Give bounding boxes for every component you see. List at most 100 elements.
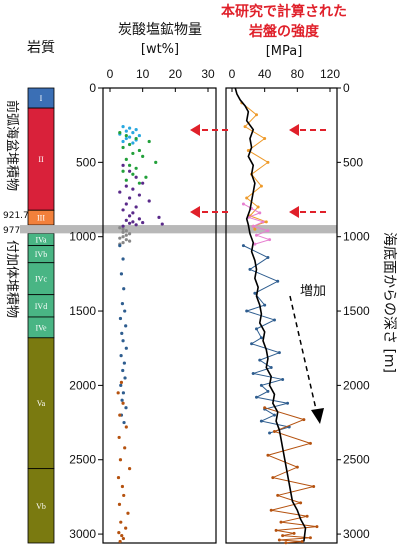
strength-point xyxy=(255,113,258,117)
carbonate-point xyxy=(123,446,127,450)
strength-point xyxy=(256,205,260,209)
carbonate-point xyxy=(128,163,132,167)
strength-point xyxy=(268,431,272,435)
carbonate-point xyxy=(120,533,124,538)
strength-unit: [MPa] xyxy=(266,44,303,59)
carbonate-point xyxy=(121,163,125,167)
strength-title-1: 本研究で計算された xyxy=(221,3,347,20)
y-tick-label: 0 xyxy=(89,81,96,95)
strength-point xyxy=(284,541,288,545)
y-tick-label: 1500 xyxy=(69,304,96,318)
carbonate-point xyxy=(117,502,122,506)
carbonate-point xyxy=(128,126,132,130)
carbonate-x-ticks: 0 10 20 30 xyxy=(107,67,215,92)
strength-point xyxy=(269,508,273,512)
carbonate-point xyxy=(131,211,135,215)
carbonate-point xyxy=(131,220,135,224)
lithology-label-Va: Va xyxy=(37,399,46,408)
carbonate-point xyxy=(147,199,151,203)
carbonate-point xyxy=(121,368,125,373)
carbonate-point xyxy=(118,244,122,248)
strength-point xyxy=(277,351,281,355)
y-tick-label: 1500 xyxy=(343,304,370,318)
strength-point xyxy=(281,534,285,538)
strength-point xyxy=(271,476,275,480)
carbonate-point xyxy=(141,220,145,225)
strength-point xyxy=(259,383,263,387)
strength-point xyxy=(245,196,249,200)
strength-line xyxy=(234,87,307,542)
carbonate-point xyxy=(121,241,125,245)
strength-y-axis: 0 500 1000 1500 2000 2500 3000 xyxy=(337,81,370,541)
carbonate-point xyxy=(121,224,125,228)
lithology-label-III: III xyxy=(37,214,45,223)
carbonate-point xyxy=(128,142,132,147)
lithology-label-IVd: IVd xyxy=(35,302,47,311)
carbonate-point xyxy=(124,136,128,141)
strength-point xyxy=(308,441,312,445)
lithology-label-IVe: IVe xyxy=(35,323,47,332)
strength-point xyxy=(263,137,267,141)
strength-point xyxy=(274,528,278,532)
carbonate-unit: [wt%] xyxy=(141,42,179,57)
carbonate-point xyxy=(137,133,141,138)
strength-point xyxy=(312,484,316,488)
strength-point xyxy=(250,342,254,346)
increase-arrow xyxy=(289,295,319,419)
carbonate-point xyxy=(124,178,128,182)
carbonate-point xyxy=(137,181,141,185)
carbonate-point xyxy=(128,232,132,236)
strength-point xyxy=(281,377,285,381)
carbonate-point xyxy=(119,272,124,276)
strength-point xyxy=(295,465,299,469)
carbonate-point xyxy=(128,135,132,139)
strength-point xyxy=(263,406,267,410)
carbonate-point xyxy=(144,175,148,179)
strength-point xyxy=(259,336,263,340)
carbonate-point xyxy=(119,354,123,358)
carbonate-point xyxy=(131,141,135,145)
carbonate-point xyxy=(134,166,138,170)
carbonate-point xyxy=(128,239,132,243)
x-tick-label: 10 xyxy=(136,67,150,81)
carbonate-point xyxy=(124,133,128,138)
lithology-label-Vb: Vb xyxy=(36,502,46,511)
carbonate-point xyxy=(147,139,151,144)
strength-point xyxy=(261,220,265,224)
carbonate-point xyxy=(128,467,132,471)
strength-point xyxy=(300,540,304,544)
strength-point xyxy=(251,371,255,375)
carbonate-point xyxy=(124,425,128,429)
y-tick-label: 2000 xyxy=(343,378,370,392)
x-tick-label: 40 xyxy=(258,67,272,81)
carbonate-point xyxy=(118,226,122,230)
strength-point xyxy=(266,256,270,260)
strength-point xyxy=(266,453,270,457)
strength-point xyxy=(253,242,257,246)
strength-point xyxy=(251,224,255,228)
strength-point xyxy=(276,279,280,283)
depth-axis-label: 海底面からの深さ [m] xyxy=(381,232,397,373)
lithology-unit-Va xyxy=(27,337,55,470)
carbonate-point xyxy=(157,215,161,219)
strength-point xyxy=(272,318,276,322)
strength-point xyxy=(272,429,276,433)
y-tick-label: 1000 xyxy=(69,230,96,244)
lithology-label-I: I xyxy=(40,94,43,103)
carbonate-point xyxy=(160,222,164,226)
strength-point xyxy=(255,395,258,399)
carbonate-point xyxy=(118,458,123,462)
y-tick-label: 3000 xyxy=(343,527,370,541)
red-arrow-4 xyxy=(289,206,326,218)
carbonate-point xyxy=(131,131,135,135)
carbonate-point xyxy=(124,229,128,233)
y-tick-label: 500 xyxy=(76,155,96,169)
carbonate-point xyxy=(117,530,121,535)
carbonate-point xyxy=(122,493,126,498)
y-tick-label: 2500 xyxy=(69,453,96,467)
strength-point xyxy=(315,525,319,529)
carbonate-point xyxy=(141,154,145,158)
carbonate-point xyxy=(121,208,125,212)
increase-arrow-head xyxy=(311,408,324,424)
